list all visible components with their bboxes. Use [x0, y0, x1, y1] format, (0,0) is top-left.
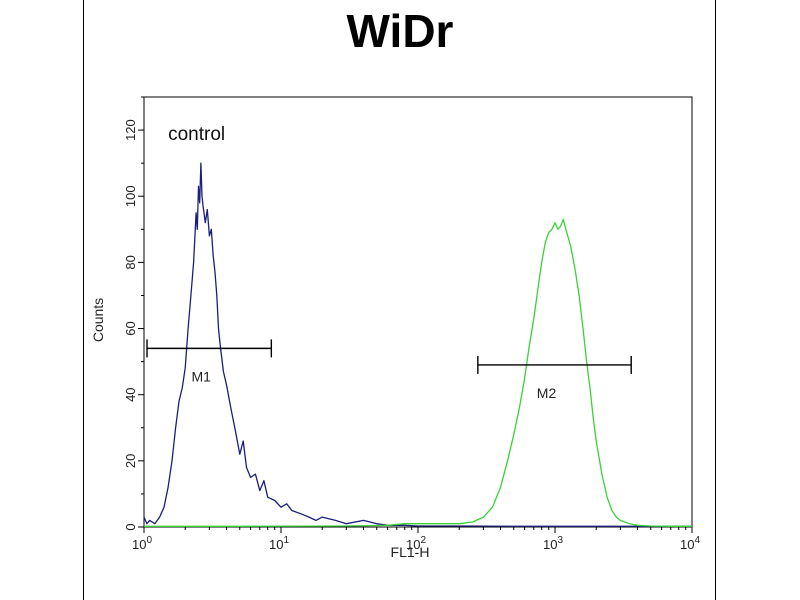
series-1-line [144, 218, 692, 527]
figure-frame [83, 0, 716, 600]
y-tick-label: 120 [123, 119, 138, 141]
y-tick-label: 80 [123, 255, 138, 269]
annotation-label: control [168, 124, 225, 145]
x-tick-label: 100 [132, 535, 152, 552]
x-tick-label: 101 [269, 535, 289, 552]
marker-M1-label: M1 [191, 368, 211, 384]
y-tick-label: 0 [123, 523, 138, 530]
x-tick-label: 104 [680, 535, 700, 552]
x-tick-label: 102 [406, 535, 426, 552]
chart-title: WiDr [346, 5, 454, 57]
y-tick-label: 100 [123, 185, 138, 207]
y-tick-label: 20 [123, 454, 138, 468]
series-0-line [143, 162, 692, 527]
y-tick-label: 40 [123, 387, 138, 401]
y-axis-label: Counts [90, 298, 106, 342]
x-axis-label: FL1-H [391, 544, 430, 560]
y-tick-label: 60 [123, 321, 138, 335]
plot-area [143, 96, 693, 528]
marker-M2-label: M2 [537, 385, 557, 401]
x-tick-label: 103 [543, 535, 563, 552]
